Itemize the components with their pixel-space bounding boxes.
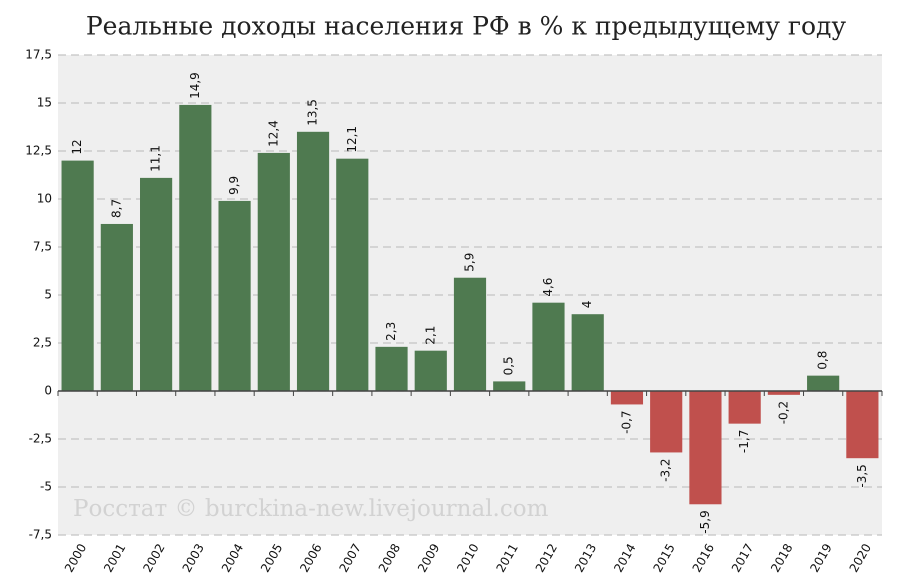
y-tick-label: 15 xyxy=(37,96,52,110)
bar xyxy=(807,375,840,391)
y-tick-label: 7,5 xyxy=(33,240,52,254)
value-label: 14,9 xyxy=(188,72,202,99)
y-tick-label: 2,5 xyxy=(33,336,52,350)
value-label: -0,7 xyxy=(619,410,633,433)
x-tick-label: 2020 xyxy=(847,541,874,574)
bar xyxy=(218,200,251,391)
value-label: 12 xyxy=(70,139,84,154)
x-tick-label: 2002 xyxy=(140,541,167,574)
value-label: -5,9 xyxy=(698,510,712,533)
x-tick-label: 2001 xyxy=(101,541,128,574)
x-tick-label: 2000 xyxy=(62,541,89,574)
x-tick-label: 2019 xyxy=(807,541,834,574)
x-tick-label: 2008 xyxy=(376,541,403,574)
x-tick-label: 2007 xyxy=(337,541,364,574)
bar xyxy=(767,391,800,395)
bar xyxy=(650,391,683,453)
bar xyxy=(846,391,879,459)
value-label: 9,9 xyxy=(227,176,241,195)
bar xyxy=(493,381,526,391)
bar xyxy=(100,223,133,391)
value-label: -0,2 xyxy=(776,401,790,424)
x-tick-label: 2015 xyxy=(650,541,677,574)
y-tick-label: 17,5 xyxy=(25,48,52,62)
value-label: 5,9 xyxy=(463,253,477,272)
bar xyxy=(296,131,330,392)
y-tick-label: -7,5 xyxy=(29,528,52,542)
x-tick-label: 2014 xyxy=(611,541,638,574)
x-tick-label: 2011 xyxy=(493,541,520,574)
bar xyxy=(728,391,761,424)
x-tick-label: 2009 xyxy=(415,541,442,574)
bar xyxy=(257,152,290,391)
x-tick-label: 2010 xyxy=(454,541,481,574)
y-tick-label: -5 xyxy=(40,480,52,494)
value-label: 4,6 xyxy=(541,278,555,297)
value-label: 2,3 xyxy=(384,322,398,341)
chart-title: Реальные доходы населения РФ в % к преды… xyxy=(86,12,847,41)
value-label: 12,1 xyxy=(345,126,359,153)
value-label: -1,7 xyxy=(737,430,751,453)
value-label: -3,2 xyxy=(659,458,673,481)
bar xyxy=(336,158,369,391)
x-tick-label: 2018 xyxy=(768,541,795,574)
value-label: 8,7 xyxy=(109,199,123,218)
bar xyxy=(414,350,447,391)
bar xyxy=(532,302,565,391)
value-label: 12,4 xyxy=(266,120,280,147)
x-tick-label: 2003 xyxy=(180,541,207,574)
x-tick-label: 2012 xyxy=(533,541,560,574)
value-label: 4 xyxy=(580,301,594,309)
y-tick-label: 10 xyxy=(37,192,52,206)
bar xyxy=(689,391,722,505)
y-tick-label: 12,5 xyxy=(25,144,52,158)
x-tick-label: 2006 xyxy=(297,541,324,574)
x-tick-label: 2004 xyxy=(219,541,246,574)
x-tick-label: 2005 xyxy=(258,541,285,574)
bar xyxy=(571,314,604,391)
bar xyxy=(610,391,644,405)
value-label: 0,5 xyxy=(502,356,516,375)
value-label: -3,5 xyxy=(855,464,869,487)
value-label: 13,5 xyxy=(306,99,320,126)
x-tick-label: 2013 xyxy=(572,541,599,574)
bar xyxy=(61,160,94,391)
value-label: 0,8 xyxy=(816,351,830,370)
x-tick-label: 2017 xyxy=(729,541,756,574)
y-tick-label: 0 xyxy=(44,384,52,398)
x-tick-label: 2016 xyxy=(690,541,717,574)
bar xyxy=(179,104,212,392)
value-label: 2,1 xyxy=(423,326,437,345)
bar xyxy=(375,346,408,391)
y-tick-label: 5 xyxy=(44,288,52,302)
value-label: 11,1 xyxy=(149,145,163,172)
bar xyxy=(140,177,173,391)
annotation: Росстат © burckina-new.livejournal.com xyxy=(73,496,549,522)
y-tick-label: -2,5 xyxy=(29,432,52,446)
bar xyxy=(453,277,487,391)
